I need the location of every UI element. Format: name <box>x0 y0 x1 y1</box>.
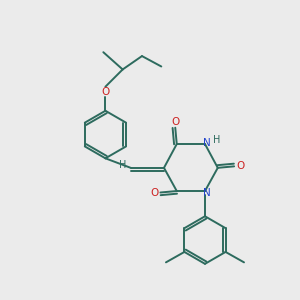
Text: O: O <box>171 117 179 127</box>
Text: O: O <box>101 87 110 97</box>
Text: N: N <box>203 188 211 198</box>
Text: H: H <box>119 160 126 170</box>
Text: O: O <box>236 161 244 171</box>
Text: N: N <box>203 138 211 148</box>
Text: H: H <box>213 135 220 145</box>
Text: O: O <box>150 188 158 197</box>
